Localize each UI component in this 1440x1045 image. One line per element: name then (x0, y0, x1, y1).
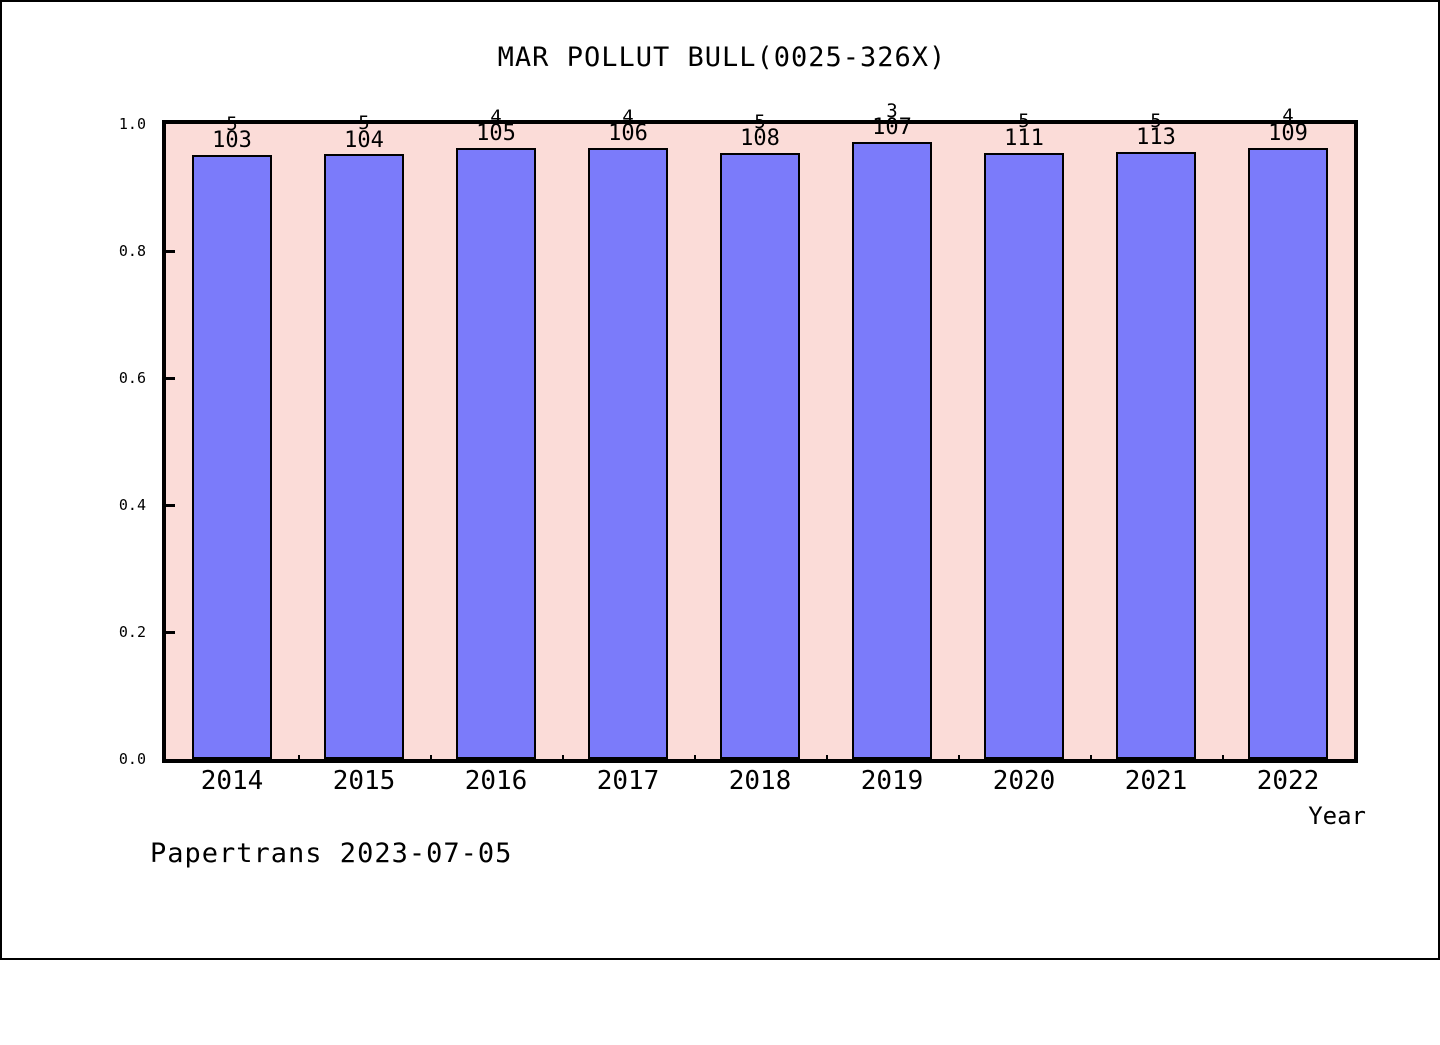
bar-group: 5 111 (958, 112, 1090, 759)
bar-2019[interactable] (852, 141, 932, 759)
bar-2014[interactable] (192, 155, 272, 759)
y-tick-mark (162, 377, 175, 380)
footer-note: Papertrans 2023-07-05 (150, 838, 513, 869)
x-tick-label-2014: 2014 (200, 766, 264, 796)
x-tick-label-2020: 2020 (992, 766, 1056, 796)
bar-annotation-2014: 5 103 (166, 112, 298, 154)
bar-rank-value: 5 (1150, 109, 1162, 132)
bar-group: 4 109 (1222, 107, 1354, 759)
y-tick-label-1.0: 1.0 (118, 115, 146, 133)
y-tick-mark (162, 250, 175, 253)
bar-group: 4 106 (562, 107, 694, 759)
bar-rank-value: 4 (490, 105, 502, 128)
x-tick-label-2021: 2021 (1124, 766, 1188, 796)
x-tick-label-2017: 2017 (596, 766, 660, 796)
bar-total-value: 103 (212, 128, 252, 154)
bar-total-value: 104 (344, 127, 384, 153)
chart-title: MAR POLLUT BULL(0025-326X) (497, 42, 947, 73)
bar-annotation-2017: 4 106 (562, 105, 694, 147)
y-tick-label-0.0: 0.0 (118, 750, 146, 768)
x-axis-label: Year (1308, 802, 1366, 830)
bar-group: 5 103 (166, 114, 298, 759)
y-tick-label-0.2: 0.2 (118, 623, 146, 641)
bar-rank-value: 5 (358, 112, 370, 135)
bar-rank-value: 3 (886, 99, 898, 122)
bar-rank-value: 5 (226, 112, 238, 135)
bar-group: 4 105 (430, 107, 562, 759)
bar-rank-value: 4 (622, 105, 634, 128)
bar-total-value: 105 (476, 121, 516, 147)
bar-2017[interactable] (588, 148, 668, 759)
y-tick-label-0.8: 0.8 (118, 242, 146, 260)
bar-group: 5 113 (1090, 111, 1222, 759)
bar-annotation-2018: 5 108 (694, 110, 826, 152)
bar-2015[interactable] (324, 154, 404, 759)
bar-total-value: 106 (608, 121, 648, 147)
y-tick-mark (162, 504, 175, 507)
x-tick-mark (562, 755, 564, 763)
bar-total-value: 111 (1004, 125, 1044, 151)
x-tick-mark (1090, 755, 1092, 763)
bar-2020[interactable] (984, 152, 1064, 759)
y-tick-label-0.4: 0.4 (118, 496, 146, 514)
bar-annotation-2020: 5 111 (958, 110, 1090, 151)
bar-annotation-2021: 5 113 (1090, 109, 1222, 151)
bar-total-value: 107 (872, 114, 912, 140)
bar-total-value: 113 (1136, 125, 1176, 151)
x-tick-mark (298, 755, 300, 763)
bar-2016[interactable] (456, 148, 536, 759)
x-tick-label-2018: 2018 (728, 766, 792, 796)
bar-annotation-2019: 3 107 (826, 99, 958, 140)
bar-2018[interactable] (720, 153, 800, 759)
y-tick-label-0.6: 0.6 (118, 369, 146, 387)
y-tick-mark (162, 631, 175, 634)
bar-rank-value: 5 (1018, 110, 1030, 133)
bar-rank-value: 4 (1282, 105, 1294, 128)
bars-layer: 5 103 5 104 4 105 4 106 5 108 3 107 5 111 5 113 4 109 (166, 101, 1354, 759)
chart-figure: MAR POLLUT BULL(0025-326X) JIF Rank in M… (0, 0, 1440, 960)
bar-group: 3 107 (826, 101, 958, 759)
bar-group: 5 104 (298, 114, 430, 759)
bar-annotation-2015: 5 104 (298, 112, 430, 153)
x-tick-label-2019: 2019 (860, 766, 924, 796)
plot-area: 5 103 5 104 4 105 4 106 5 108 3 107 5 111 5 113 4 109 (162, 101, 1358, 763)
x-tick-mark (826, 755, 828, 763)
bar-2021[interactable] (1116, 151, 1196, 759)
x-tick-mark (1222, 755, 1224, 763)
bar-total-value: 108 (740, 126, 780, 152)
x-tick-mark (694, 755, 696, 763)
x-tick-mark (958, 755, 960, 763)
bar-annotation-2022: 4 109 (1222, 105, 1354, 146)
bar-group: 5 108 (694, 112, 826, 759)
bar-2022[interactable] (1248, 147, 1328, 759)
x-tick-label-2022: 2022 (1256, 766, 1320, 796)
x-tick-label-2015: 2015 (332, 766, 396, 796)
bar-rank-value: 5 (754, 110, 766, 133)
x-tick-mark (430, 755, 432, 763)
x-tick-label-2016: 2016 (464, 766, 528, 796)
bar-total-value: 109 (1268, 120, 1308, 146)
y-axis-label: JIF Rank in MARINE & FRESHWATER BIOLOGY (0, 165, 7, 725)
bar-annotation-2016: 4 105 (430, 105, 562, 147)
